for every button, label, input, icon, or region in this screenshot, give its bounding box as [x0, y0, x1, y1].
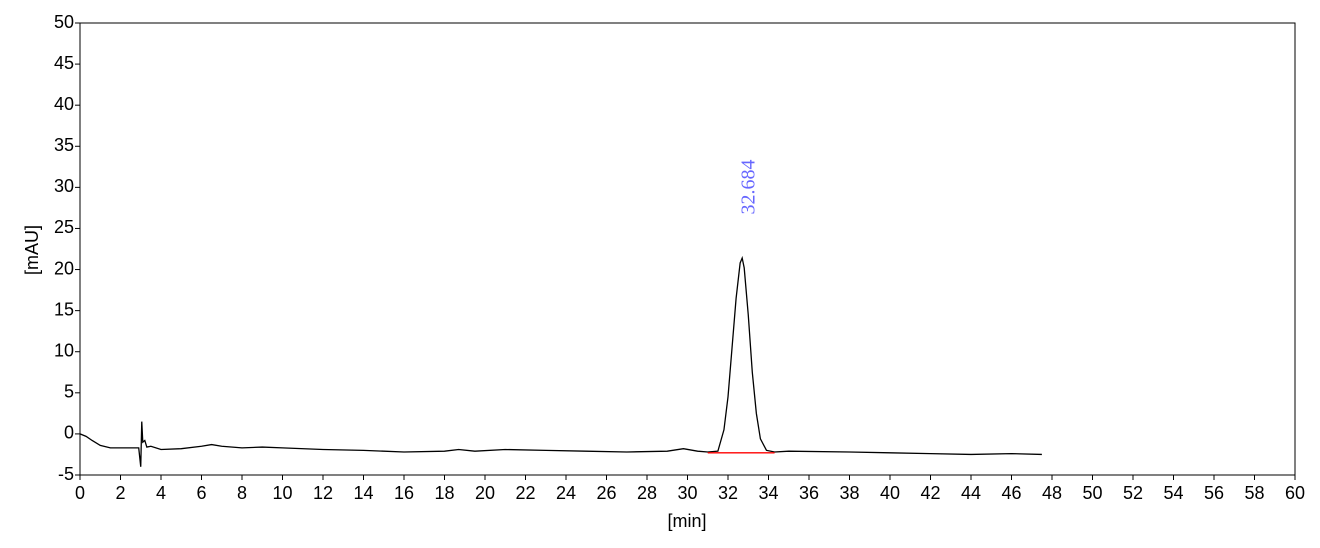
- peak-label: 32.684: [737, 160, 759, 215]
- x-tick-label: 52: [1123, 483, 1143, 503]
- x-tick-label: 42: [920, 483, 940, 503]
- plot-frame: [79, 22, 1296, 476]
- y-tick-label: 0: [64, 423, 74, 443]
- y-tick-label: 5: [64, 382, 74, 402]
- x-tick-label: 0: [75, 483, 85, 503]
- x-tick-label: 38: [839, 483, 859, 503]
- y-tick-label: 35: [54, 135, 74, 155]
- y-tick-label: 15: [54, 299, 74, 319]
- x-tick-label: 28: [637, 483, 657, 503]
- x-tick-label: 8: [237, 483, 247, 503]
- x-tick-label: 12: [313, 483, 333, 503]
- x-tick-label: 56: [1204, 483, 1224, 503]
- x-tick-label: 16: [394, 483, 414, 503]
- y-tick-label: -5: [58, 464, 74, 484]
- x-tick-label: 10: [272, 483, 292, 503]
- x-tick-label: 26: [596, 483, 616, 503]
- x-tick-label: 60: [1285, 483, 1305, 503]
- y-tick-label: 20: [54, 258, 74, 278]
- x-tick-label: 24: [556, 483, 576, 503]
- x-tick-label: 14: [353, 483, 373, 503]
- x-tick-label: 30: [677, 483, 697, 503]
- x-tick-label: 54: [1163, 483, 1183, 503]
- y-tick-label: 45: [54, 53, 74, 73]
- x-tick-label: 46: [1001, 483, 1021, 503]
- x-tick-label: 4: [156, 483, 166, 503]
- x-tick-label: 18: [434, 483, 454, 503]
- y-tick-label: 50: [54, 12, 74, 32]
- x-tick-label: 22: [515, 483, 535, 503]
- x-tick-label: 6: [196, 483, 206, 503]
- y-tick-label: 25: [54, 217, 74, 237]
- y-tick-label: 30: [54, 176, 74, 196]
- line-series: [79, 255, 1042, 467]
- x-tick-label: 40: [880, 483, 900, 503]
- x-tick-label: 32: [718, 483, 738, 503]
- x-tick-label: 20: [475, 483, 495, 503]
- x-axis-label: [min]: [667, 511, 706, 531]
- y-tick-label: 40: [54, 94, 74, 114]
- x-tick-label: 58: [1244, 483, 1264, 503]
- x-tick-label: 44: [961, 483, 981, 503]
- x-tick-label: 34: [758, 483, 778, 503]
- x-tick-label: 36: [799, 483, 819, 503]
- y-tick-label: 10: [54, 340, 74, 360]
- x-tick-label: 48: [1042, 483, 1062, 503]
- x-tick-label: 2: [115, 483, 125, 503]
- y-axis-label: [mAU]: [22, 225, 42, 275]
- x-tick-label: 50: [1082, 483, 1102, 503]
